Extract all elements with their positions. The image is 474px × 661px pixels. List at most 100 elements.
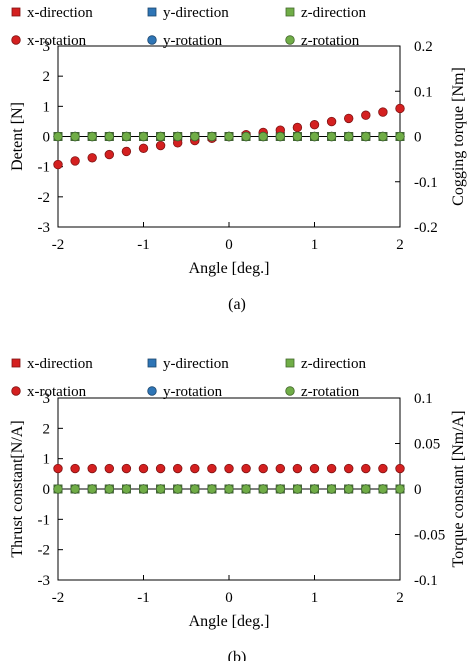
data-point — [155, 463, 166, 474]
data-point — [138, 131, 149, 142]
y2-tick-label: 0 — [414, 482, 422, 498]
legend-label: z-rotation — [301, 384, 360, 400]
y2-tick-label: 0.1 — [414, 391, 433, 407]
legend-marker-z-direction — [285, 358, 295, 368]
y-tick-label: 1 — [43, 99, 51, 115]
data-point — [155, 131, 166, 142]
data-point — [121, 131, 132, 142]
legend: x-direction y-direction z-direction x-rotat… — [11, 356, 366, 400]
x-tick-label: 1 — [311, 590, 319, 606]
data-point — [292, 463, 303, 474]
data-point — [344, 484, 354, 494]
data-point — [275, 463, 286, 474]
legend-item: x-rotation — [11, 33, 87, 49]
data-point — [378, 463, 388, 474]
legend-item: z-rotation — [285, 33, 360, 49]
data-point — [344, 113, 354, 124]
data-point — [378, 484, 388, 494]
data-point — [53, 484, 63, 494]
data-point — [344, 463, 354, 474]
data-point — [87, 463, 97, 474]
legend-item: z-direction — [285, 5, 366, 21]
data-point — [70, 131, 80, 142]
series-z-rotation — [53, 484, 405, 494]
y2-tick-label: -0.1 — [414, 573, 438, 589]
data-point — [87, 484, 97, 494]
legend-label: z-rotation — [301, 33, 360, 49]
data-point — [309, 131, 320, 142]
data-point — [309, 463, 320, 474]
figure-caption: (b) — [228, 649, 247, 661]
data-point — [361, 131, 371, 142]
data-point — [361, 110, 371, 120]
data-point — [258, 131, 268, 142]
data-point — [309, 484, 320, 494]
data-point — [241, 463, 251, 474]
y2-axis-label: Cogging torque [Nm] — [450, 67, 467, 206]
x-tick-label: 2 — [396, 590, 404, 606]
x-tick-label: 1 — [311, 237, 319, 253]
y2-tick-label: -0.1 — [414, 175, 438, 191]
data-point — [87, 131, 97, 142]
legend-item: x-rotation — [11, 384, 87, 400]
data-point — [138, 484, 149, 494]
legend-item: y-direction — [147, 5, 229, 21]
x-tick-label: -2 — [52, 237, 65, 253]
x-tick-label: -2 — [52, 590, 65, 606]
data-point — [53, 131, 63, 142]
data-point — [224, 484, 234, 494]
data-point — [395, 463, 405, 474]
legend-label: x-rotation — [27, 33, 87, 49]
y-tick-label: 0 — [43, 130, 51, 146]
x-tick-label: 0 — [225, 237, 233, 253]
data-point — [53, 463, 63, 474]
legend-marker-y-direction — [147, 358, 157, 368]
data-point — [121, 484, 132, 494]
y2-tick-label: 0 — [414, 130, 422, 146]
legend-label: z-direction — [301, 5, 366, 21]
legend-label: x-rotation — [27, 384, 87, 400]
legend-marker-x-direction — [11, 7, 21, 17]
legend-label: x-direction — [27, 356, 93, 372]
legend-marker-z-rotation — [285, 386, 295, 396]
data-point — [258, 484, 268, 494]
y-tick-label: 2 — [43, 421, 51, 437]
data-point — [224, 463, 234, 474]
data-point — [395, 484, 405, 494]
y-tick-label: -2 — [38, 543, 51, 559]
y-tick-label: -1 — [38, 512, 51, 528]
legend-label: y-direction — [163, 5, 229, 21]
data-point — [344, 131, 354, 142]
data-point — [104, 463, 115, 474]
y2-axis-label: Torque constant [Nm/A] — [450, 410, 467, 567]
series-x-rotation — [53, 103, 405, 170]
y2-tick-label: 0.2 — [414, 39, 433, 55]
legend-item: x-direction — [11, 356, 93, 372]
data-point — [70, 156, 80, 166]
data-point — [275, 131, 286, 142]
legend-item: z-rotation — [285, 384, 360, 400]
y-tick-label: -3 — [38, 220, 51, 236]
data-point — [207, 131, 217, 142]
legend-label: x-direction — [27, 5, 93, 21]
data-point — [241, 131, 251, 142]
data-point — [395, 103, 405, 114]
data-point — [172, 484, 183, 494]
y-tick-label: 3 — [43, 391, 51, 407]
data-point — [121, 146, 132, 157]
data-point — [190, 131, 200, 142]
legend-item: y-rotation — [147, 33, 223, 49]
y-tick-label: -1 — [38, 160, 51, 176]
chart-a: x-direction y-direction z-direction x-rotat… — [9, 5, 467, 313]
y-axis-label: Detent [N] — [9, 102, 26, 171]
y2-tick-label: 0.05 — [414, 437, 440, 453]
x-tick-label: 2 — [396, 237, 404, 253]
x-tick-label: -1 — [137, 237, 150, 253]
legend-label: y-direction — [163, 356, 229, 372]
data-point — [138, 143, 149, 153]
data-point — [241, 484, 251, 494]
data-point — [155, 484, 166, 494]
x-tick-label: -1 — [137, 590, 150, 606]
legend-marker-x-direction — [11, 358, 21, 368]
